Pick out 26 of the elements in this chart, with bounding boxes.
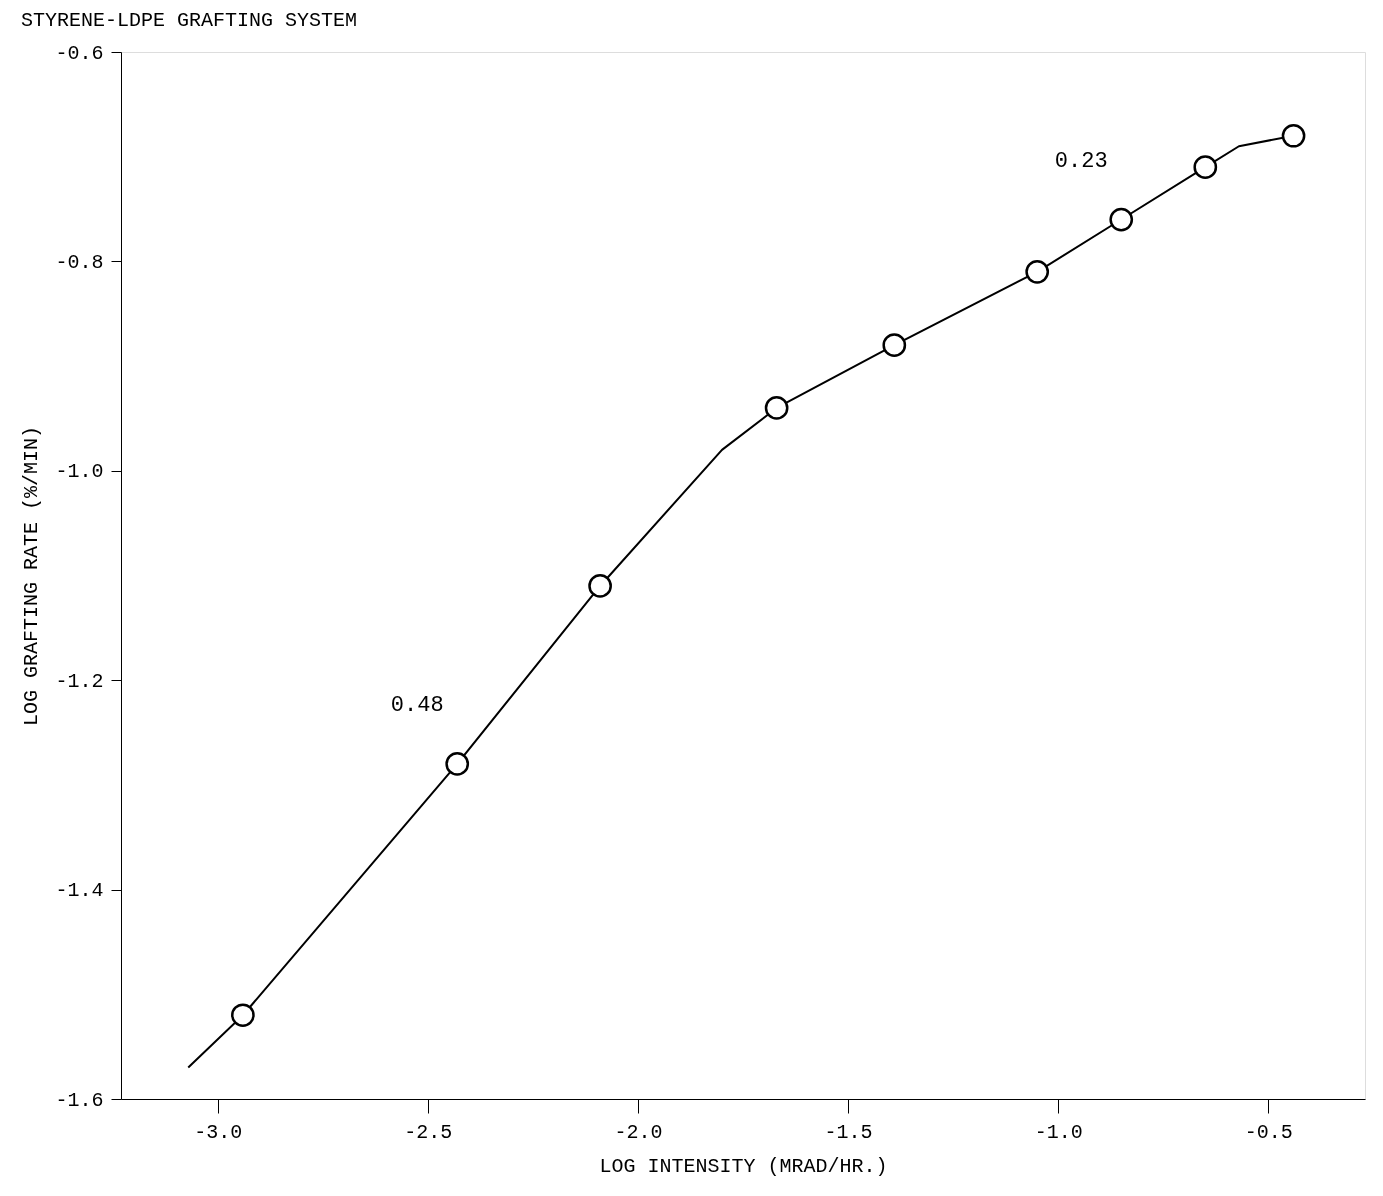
point xyxy=(588,574,612,598)
y-tick-label: -1.2 xyxy=(55,669,104,693)
x-tick-label: -3.0 xyxy=(194,1120,243,1144)
point xyxy=(231,1003,255,1028)
x-axis-title: LOG INTENSITY (MRAD/HR.) xyxy=(599,1154,888,1178)
x-tick-label: -0.5 xyxy=(1244,1120,1293,1144)
y-tick-label: -0.8 xyxy=(55,250,104,274)
y-tick-label: -1.4 xyxy=(55,879,104,903)
point xyxy=(1109,207,1134,232)
annotation: 0.23 xyxy=(1054,148,1108,174)
y-axis-title: LOG GRAFTING RATE (%/MIN) xyxy=(20,425,44,727)
x-tick-label: -1.5 xyxy=(824,1120,873,1144)
y-tick-label: -1.6 xyxy=(55,1088,104,1112)
point xyxy=(1193,155,1218,180)
point xyxy=(882,333,907,357)
chart-title: STYRENE-LDPE GRAFTING SYSTEM xyxy=(20,9,358,32)
y-tick-label: -1.0 xyxy=(55,460,104,484)
point xyxy=(764,396,789,420)
point xyxy=(1025,260,1050,284)
y-tick-label: -0.6 xyxy=(55,41,104,65)
x-tick-label: -2.5 xyxy=(404,1120,453,1144)
point xyxy=(1281,123,1306,148)
annotation: 0.48 xyxy=(390,692,444,718)
point xyxy=(445,752,470,776)
x-tick-label: -1.0 xyxy=(1034,1120,1083,1144)
x-tick-label: -2.0 xyxy=(614,1120,663,1144)
